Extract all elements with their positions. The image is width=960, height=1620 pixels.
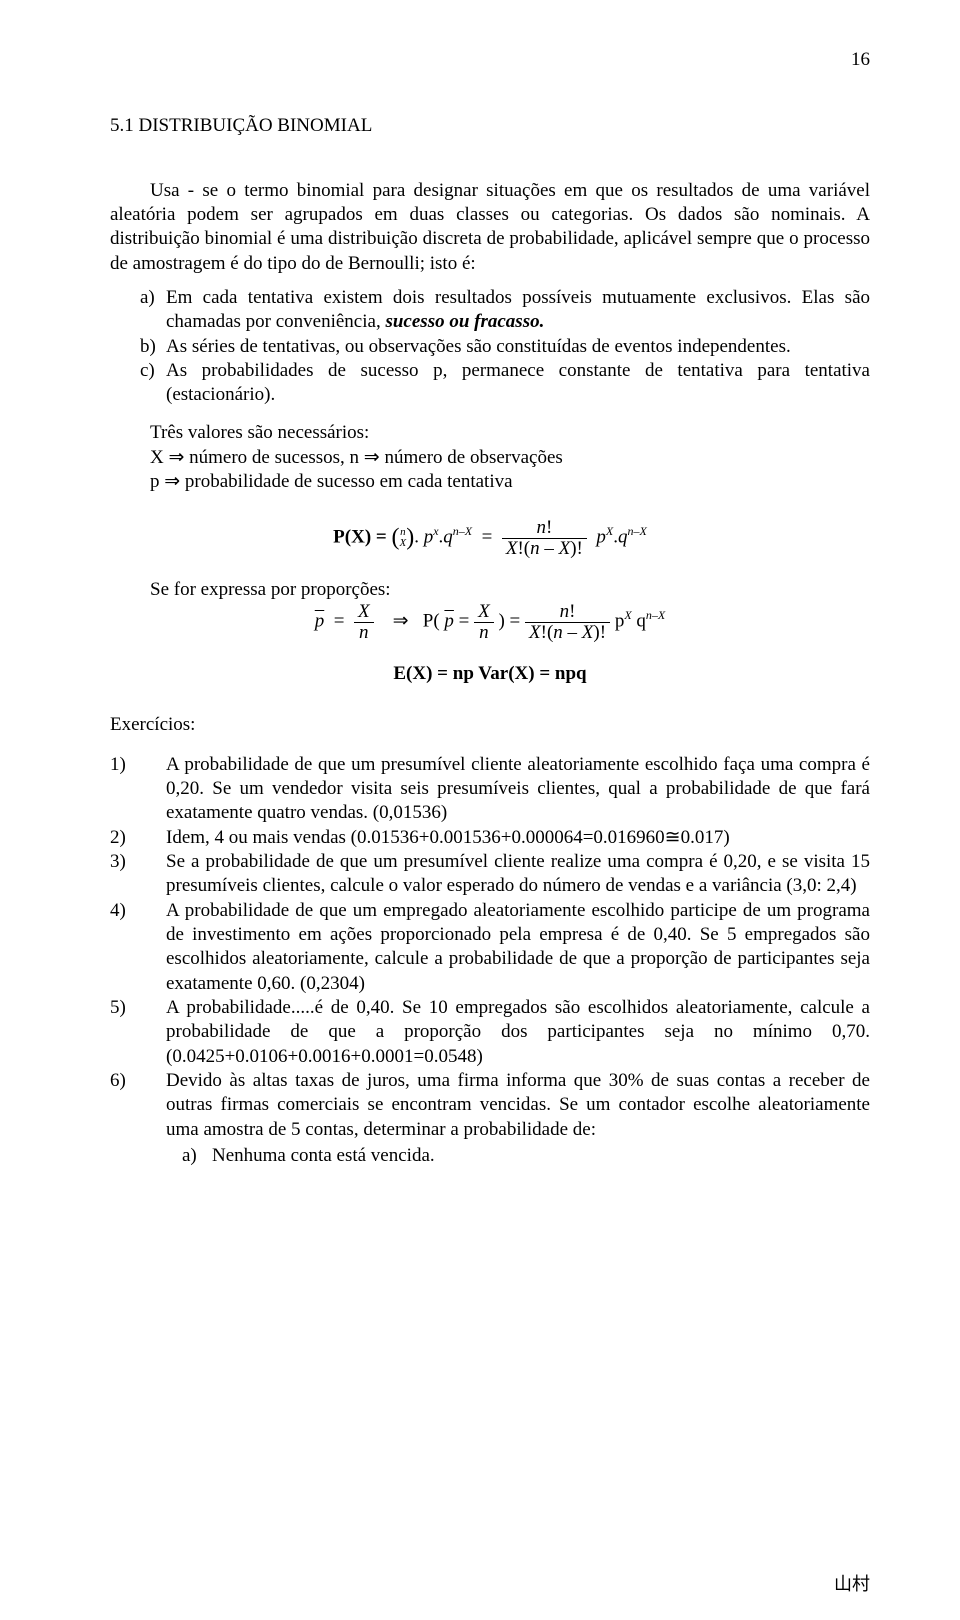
- ex-lab-5: 5): [110, 996, 166, 1069]
- label-a: a): [110, 286, 166, 335]
- ex6a-lab: a): [166, 1144, 212, 1168]
- ex-2: Idem, 4 ou mais vendas (0.01536+0.001536…: [166, 826, 870, 850]
- exercises-list: 1) A probabilidade de que um presumível …: [110, 753, 870, 1168]
- tres-line1: Três valores são necessários:: [150, 421, 870, 445]
- ex-lab-3: 3): [110, 850, 166, 899]
- exercises-label: Exercícios:: [110, 713, 870, 737]
- ex-6-text: Devido às altas taxas de juros, uma firm…: [166, 1070, 870, 1140]
- tres-line3: p ⇒ probabilidade de sucesso em cada ten…: [150, 470, 870, 494]
- ex6a-text: Nenhuma conta está vencida.: [212, 1144, 870, 1168]
- formula-pbar: p = Xn ⇒ P( p = Xn ) = n!X!(n – X)! pX q…: [110, 602, 870, 642]
- item-a: Em cada tentativa existem dois resultado…: [166, 286, 870, 335]
- se-for-label: Se for expressa por proporções:: [110, 578, 870, 602]
- ex-lab-1: 1): [110, 753, 166, 826]
- formula-px: P(X) = (nX). px.qn–X = n!X!(n – X)! pX.q…: [110, 518, 870, 558]
- ex-1: A probabilidade de que um presumível cli…: [166, 753, 870, 826]
- page-number: 16: [110, 48, 870, 72]
- ex-5: A probabilidade.....é de 0,40. Se 10 emp…: [166, 996, 870, 1069]
- item-c: As probabilidades de sucesso p, permanec…: [166, 359, 870, 408]
- formula-evar: E(X) = np Var(X) = npq: [110, 662, 870, 686]
- ex-lab-6: 6): [110, 1069, 166, 1168]
- ex-lab-2: 2): [110, 826, 166, 850]
- label-b: b): [110, 335, 166, 359]
- ex-lab-4: 4): [110, 899, 166, 996]
- bernoulli-list: a) Em cada tentativa existem dois result…: [110, 286, 870, 408]
- intro-paragraph: Usa - se o termo binomial para designar …: [110, 179, 870, 276]
- item-b: As séries de tentativas, ou observações …: [166, 335, 870, 359]
- item-a-em: sucesso ou fracasso.: [385, 311, 544, 332]
- label-c: c): [110, 359, 166, 408]
- section-title: 5.1 DISTRIBUIÇÃO BINOMIAL: [110, 114, 870, 138]
- ex-4: A probabilidade de que um empregado alea…: [166, 899, 870, 996]
- tres-line2: X ⇒ número de sucessos, n ⇒ número de ob…: [150, 446, 870, 470]
- ex-3: Se a probabilidade de que um presumível …: [166, 850, 870, 899]
- footer-signature: 山村: [834, 1570, 870, 1596]
- ex-6: Devido às altas taxas de juros, uma firm…: [166, 1069, 870, 1168]
